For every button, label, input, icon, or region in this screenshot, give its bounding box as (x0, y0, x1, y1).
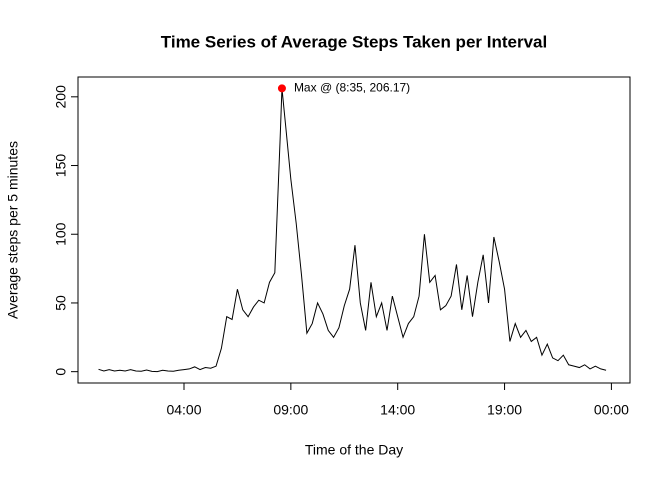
y-tick-label: 150 (53, 154, 69, 178)
x-tick-label: 04:00 (166, 402, 201, 418)
chart-title: Time Series of Average Steps Taken per I… (161, 32, 547, 51)
plot-frame (77, 76, 631, 384)
x-tick-label: 09:00 (273, 402, 308, 418)
y-tick-label: 100 (53, 222, 69, 246)
y-tick-label: 200 (53, 85, 69, 109)
x-tick-label: 19:00 (487, 402, 522, 418)
y-axis-label: Average steps per 5 minutes (5, 141, 21, 319)
x-axis-label: Time of the Day (305, 442, 403, 458)
y-tick-label: 50 (53, 295, 69, 311)
x-tick-label: 14:00 (380, 402, 415, 418)
max-annotation: Max @ (8:35, 206.17) (294, 81, 410, 95)
x-tick-label: 00:00 (594, 402, 629, 418)
max-point (277, 84, 286, 93)
y-tick-label: 0 (53, 368, 69, 376)
line-series (98, 88, 607, 373)
